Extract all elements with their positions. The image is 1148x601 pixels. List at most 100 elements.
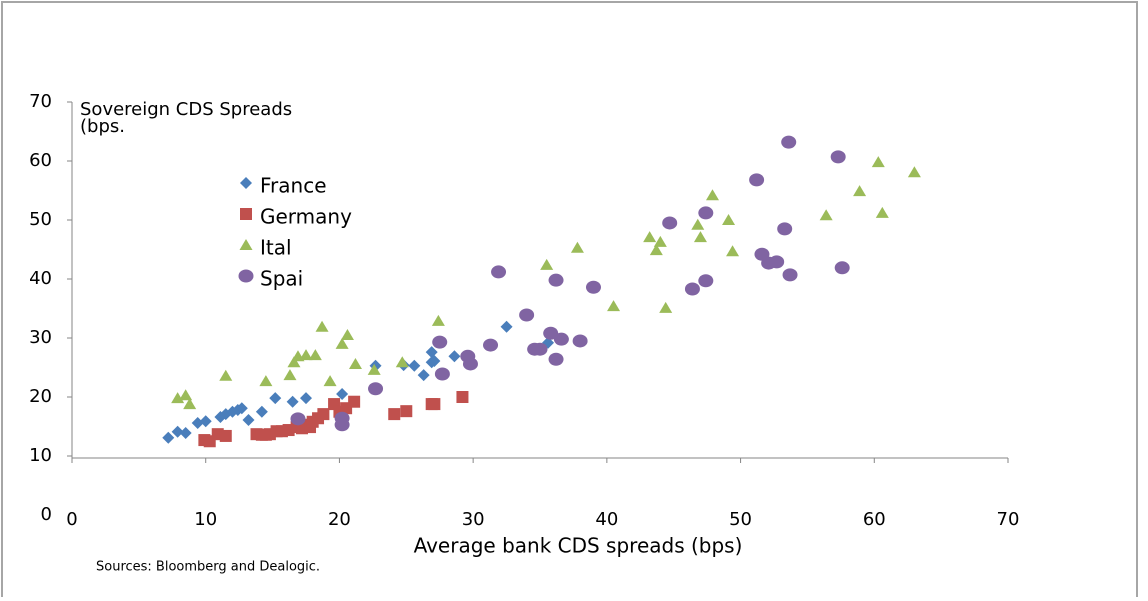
x-tick-label: 20 (328, 509, 351, 530)
data-point (653, 235, 667, 247)
data-point (853, 185, 867, 197)
data-point (428, 355, 441, 368)
data-point (162, 431, 175, 444)
data-point (242, 414, 255, 427)
y-tick-label: 60 (29, 150, 52, 171)
data-point (819, 209, 833, 221)
data-point (179, 426, 192, 439)
x-tick-label: 0 (66, 509, 77, 530)
data-point (726, 245, 740, 257)
data-point (483, 338, 499, 352)
x-axis-title: Average bank CDS spreads (bps) (414, 534, 743, 558)
data-point (315, 320, 329, 332)
data-point (875, 206, 889, 218)
data-point (191, 416, 204, 429)
y-tick-label: 20 (29, 386, 52, 407)
data-point (540, 258, 554, 270)
y-axis-title: (bps. (80, 116, 125, 137)
data-point (171, 392, 185, 404)
data-point (448, 350, 461, 363)
data-point (219, 369, 233, 381)
data-point (781, 135, 797, 149)
legend-marker (240, 208, 252, 220)
data-point (425, 346, 438, 359)
data-point (286, 395, 299, 408)
data-point (434, 367, 450, 381)
data-point (572, 334, 588, 348)
data-point (323, 375, 337, 387)
data-point (570, 241, 584, 253)
data-point (553, 332, 569, 346)
data-point (519, 308, 535, 322)
y-tick-label: 40 (29, 268, 52, 289)
data-point (283, 369, 297, 381)
data-point (462, 357, 478, 371)
x-tick-label: 40 (595, 509, 618, 530)
data-point (287, 356, 301, 368)
data-point (431, 314, 445, 326)
data-point (722, 214, 736, 225)
data-point (907, 166, 921, 178)
legend-label: Ital (260, 236, 292, 260)
data-point (199, 415, 212, 428)
data-point (691, 218, 705, 230)
data-point (171, 425, 184, 438)
data-point (500, 320, 513, 333)
y-tick-label: 70 (29, 91, 52, 112)
source-note: Sources: Bloomberg and Dealogic. (96, 560, 320, 575)
y-tick-label: 10 (29, 445, 52, 466)
data-point (348, 357, 362, 369)
data-point (388, 408, 401, 421)
data-point (336, 388, 349, 401)
data-point (659, 301, 673, 313)
data-point (491, 265, 507, 279)
data-point (607, 300, 621, 312)
data-point (308, 349, 322, 361)
data-point (219, 429, 232, 442)
data-point (340, 329, 354, 341)
x-tick-label: 50 (729, 509, 752, 530)
y-axis-title: Sovereign CDS Spreads (80, 99, 292, 120)
data-point (749, 173, 765, 187)
data-point (769, 255, 785, 269)
x-tick-label: 30 (462, 509, 485, 530)
data-point (235, 402, 248, 415)
data-point (335, 337, 349, 349)
y-tick-label: 0 (41, 504, 52, 525)
data-point (705, 189, 719, 201)
legend-label: France (260, 174, 327, 198)
data-point (428, 398, 441, 411)
data-point (183, 398, 197, 410)
data-point (368, 382, 384, 396)
data-point (662, 216, 678, 230)
x-tick-label: 60 (863, 509, 886, 530)
data-point (255, 405, 268, 418)
y-tick-label: 30 (29, 327, 52, 348)
data-point (543, 326, 559, 340)
data-point (456, 391, 469, 403)
data-point (698, 274, 714, 288)
data-point (649, 244, 663, 256)
data-point (834, 261, 850, 275)
data-point (417, 369, 430, 382)
data-point (179, 389, 193, 401)
x-tick-label: 70 (997, 509, 1020, 530)
data-point (684, 282, 700, 296)
data-point (299, 349, 313, 361)
data-point (269, 392, 282, 405)
legend-marker (240, 177, 252, 189)
data-point (334, 418, 350, 432)
legend-label: Germany (260, 205, 352, 229)
data-point (693, 231, 707, 243)
data-point (259, 375, 273, 387)
data-point (432, 335, 448, 349)
data-point (400, 405, 413, 418)
data-point (395, 356, 409, 368)
data-point (871, 156, 885, 168)
data-point (367, 363, 381, 375)
data-point (643, 231, 657, 243)
legend-marker (239, 239, 253, 250)
legend-marker (238, 269, 254, 283)
